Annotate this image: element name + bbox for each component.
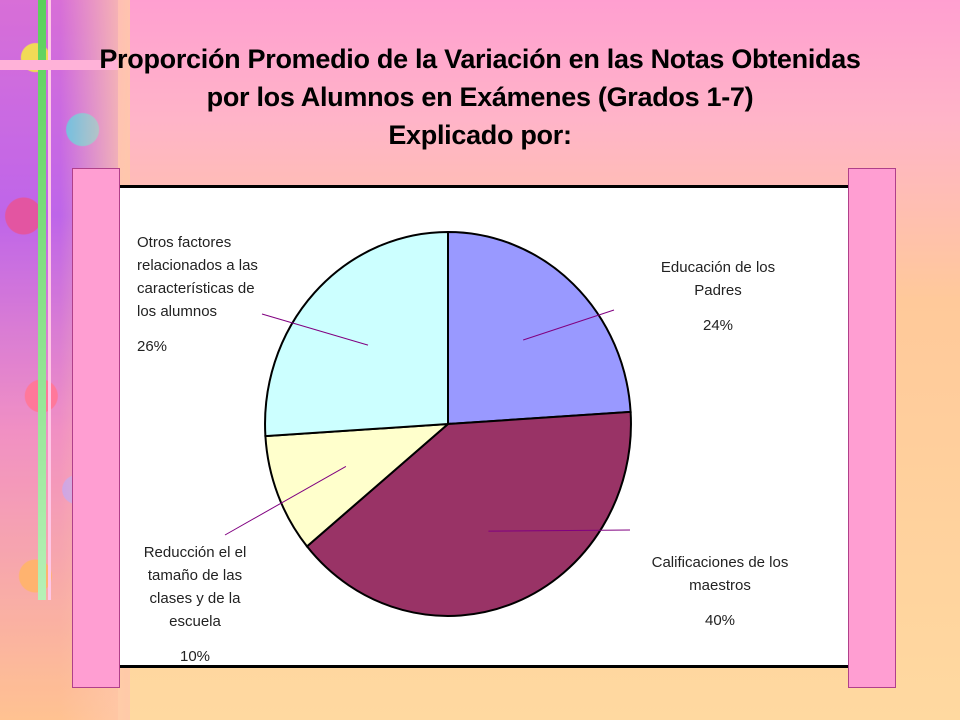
slice-label-line: Educación de los [660, 259, 776, 276]
slice-label-line: Reducción el el [143, 544, 247, 561]
slide-title: Proporción Promedio de la Variación en l… [60, 40, 900, 154]
right-scroll-tab [848, 168, 896, 688]
slice-label-line: Calificaciones de los [651, 554, 789, 571]
slice-label-line: Otros factores [137, 234, 232, 251]
leader-line-educacion [523, 309, 615, 341]
slice-percent-label: 26% [137, 338, 168, 355]
pie-slice-otros [264, 230, 449, 438]
slice-label-calificaciones: Calificaciones de los maestros 40% [620, 551, 820, 632]
slice-label-line: los alumnos [137, 303, 218, 320]
slice-label-reduccion: Reducción el el tamaño de las clases y de … [110, 541, 280, 668]
slice-percent-label: 40% [704, 612, 736, 629]
slice-label-line: características de [137, 280, 255, 297]
slice-label-line: escuela [169, 613, 221, 630]
title-line-2: por los Alumnos en Exámenes (Grados 1-7) [206, 82, 754, 112]
leader-line-calificaciones [488, 529, 631, 532]
slice-label-educacion: Educación de los Padres 24% [628, 256, 808, 337]
leader-line-otros [261, 313, 369, 346]
pie-slice-calificaciones [305, 410, 632, 617]
left-scroll-tab [72, 168, 120, 688]
slice-label-line: relacionados a las [137, 257, 258, 274]
title-line-3: Explicado por: [388, 120, 572, 150]
slice-label-line: Padres [694, 282, 742, 299]
decorative-green-bar [38, 0, 46, 600]
pie-slice-educacion [447, 230, 632, 426]
slice-label-otros: Otros factores relacionados a las caracter… [137, 231, 317, 358]
leader-line-reduccion [224, 465, 347, 536]
slice-label-line: clases y de la [149, 590, 241, 607]
decorative-pink-bar [48, 0, 51, 600]
slice-percent-label: 10% [179, 648, 211, 665]
pie-slice-reduccion [264, 422, 451, 548]
decorative-horizontal-bar [0, 60, 118, 70]
slice-label-line: maestros [689, 577, 751, 594]
slice-percent-label: 24% [702, 317, 734, 334]
slice-label-line: tamaño de las [147, 567, 243, 584]
title-line-1: Proporción Promedio de la Variación en l… [99, 44, 861, 74]
